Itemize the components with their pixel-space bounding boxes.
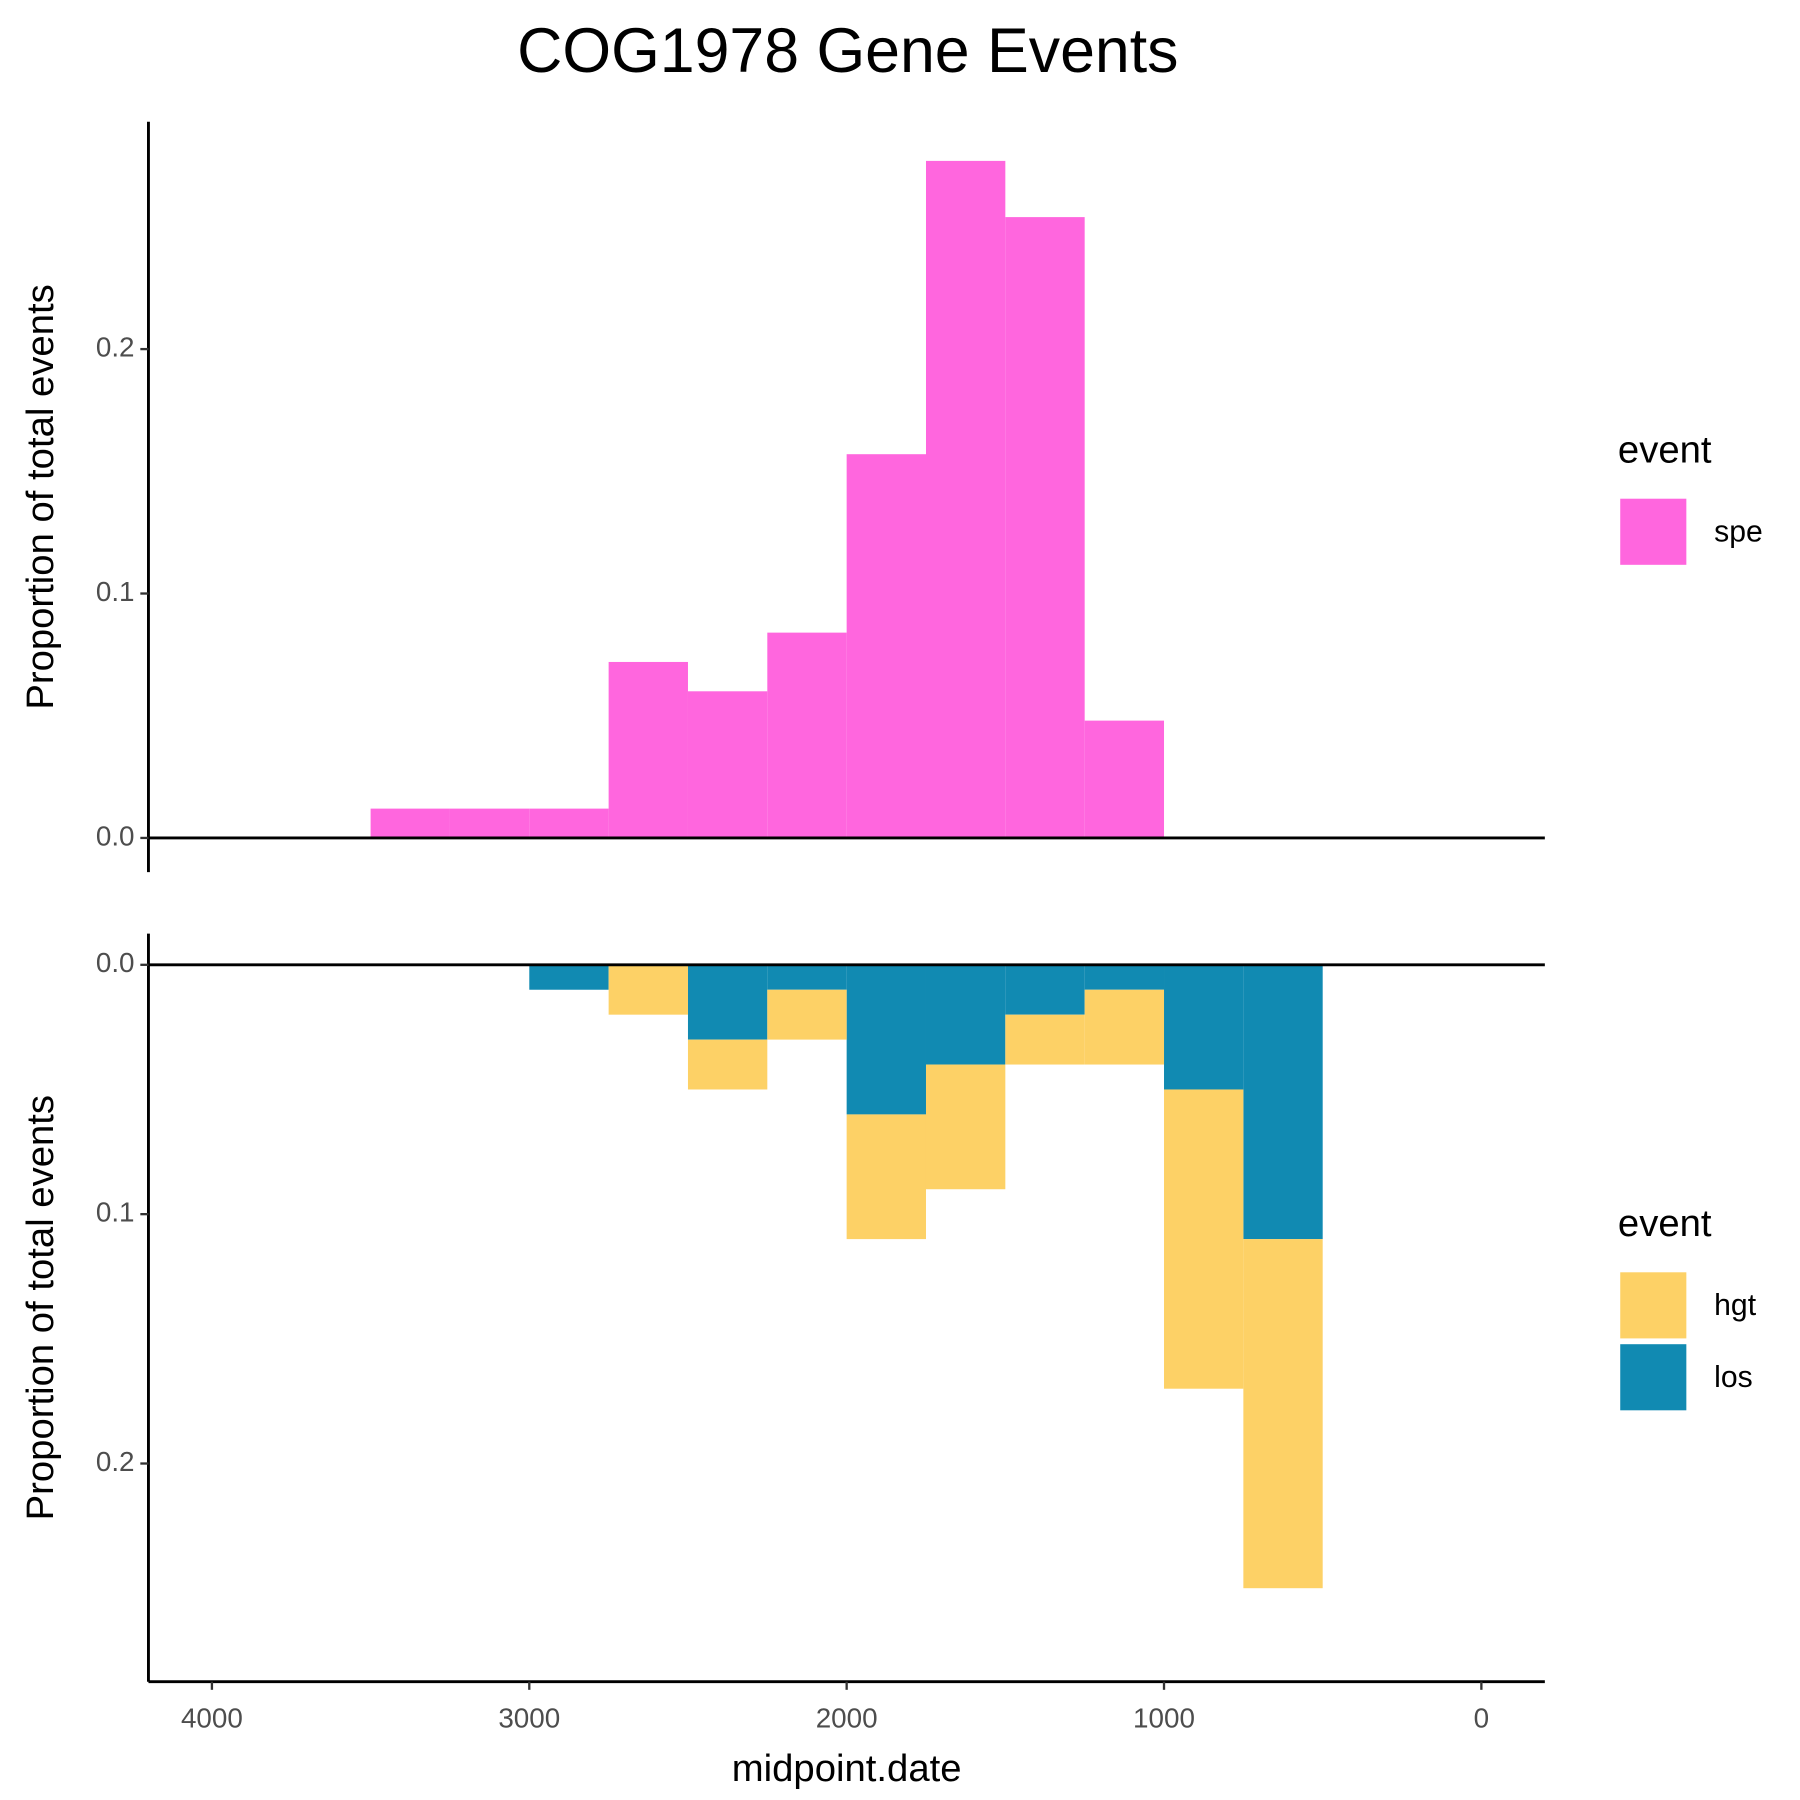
- bar: [370, 808, 450, 838]
- bar: [1243, 1239, 1323, 1589]
- x-tick-label: 1000: [1133, 1702, 1195, 1733]
- bar: [1164, 1089, 1244, 1389]
- x-axis-label: midpoint.date: [732, 1747, 962, 1790]
- y-tick-label: 0.0: [96, 820, 135, 851]
- bar: [846, 964, 926, 1115]
- chart-title: COG1978 Gene Events: [517, 16, 1178, 86]
- bar: [608, 964, 688, 1015]
- bar: [1084, 989, 1165, 1065]
- bar: [925, 1064, 1006, 1190]
- x-tick-label: 2000: [816, 1702, 878, 1733]
- legend-title: event: [1618, 428, 1712, 471]
- bar: [529, 808, 609, 838]
- bar: [1084, 964, 1165, 990]
- bar: [1005, 1014, 1085, 1065]
- bar: [846, 454, 926, 838]
- legend-key: [1620, 1344, 1687, 1411]
- bar: [846, 1114, 926, 1240]
- y-axis-label: Proportion of total events: [19, 284, 62, 709]
- y-tick-label: 0.1: [96, 576, 135, 607]
- x-tick-label: 3000: [498, 1702, 560, 1733]
- bar: [608, 661, 688, 838]
- y-tick-label: 0.2: [96, 331, 135, 362]
- bar: [925, 160, 1006, 838]
- legend-title: event: [1618, 1202, 1712, 1245]
- legend-key: [1620, 1272, 1687, 1339]
- bar: [687, 691, 768, 838]
- bar: [767, 632, 847, 838]
- bar: [687, 964, 768, 1040]
- bar: [1084, 720, 1165, 838]
- bar: [1243, 964, 1323, 1240]
- bar: [925, 964, 1006, 1065]
- bar: [687, 1039, 768, 1090]
- bar: [1005, 217, 1085, 838]
- bar: [449, 808, 530, 838]
- y-axis-label: Proportion of total events: [19, 1095, 62, 1520]
- legend-label: spe: [1714, 515, 1763, 548]
- bar: [529, 964, 609, 990]
- x-tick-label: 0: [1474, 1702, 1489, 1733]
- x-tick-label: 4000: [181, 1702, 243, 1733]
- bar: [1164, 964, 1244, 1090]
- bar: [767, 964, 847, 990]
- legend-key: [1620, 498, 1687, 565]
- y-tick-label: 0.2: [96, 1446, 135, 1477]
- legend-label: los: [1714, 1361, 1753, 1394]
- legend-label: hgt: [1714, 1289, 1757, 1322]
- bar: [767, 989, 847, 1040]
- y-tick-label: 0.0: [96, 947, 135, 978]
- bar: [1005, 964, 1085, 1015]
- y-tick-label: 0.1: [96, 1197, 135, 1228]
